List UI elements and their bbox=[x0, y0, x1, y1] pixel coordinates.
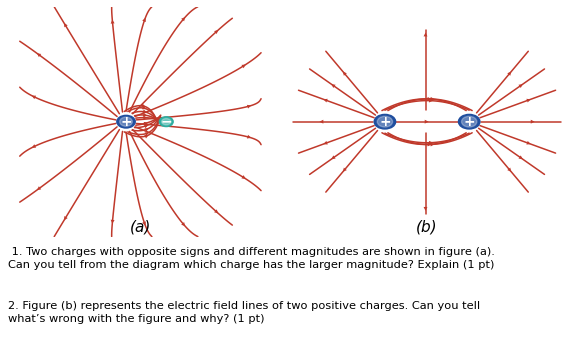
Ellipse shape bbox=[377, 116, 393, 127]
Text: +: + bbox=[379, 115, 391, 129]
Ellipse shape bbox=[459, 114, 480, 129]
Text: 1. Two charges with opposite signs and different magnitudes are shown in figure : 1. Two charges with opposite signs and d… bbox=[8, 247, 494, 270]
Ellipse shape bbox=[374, 114, 395, 129]
Ellipse shape bbox=[462, 116, 477, 127]
Text: −: − bbox=[160, 115, 172, 129]
Text: +: + bbox=[121, 115, 132, 129]
Ellipse shape bbox=[120, 117, 132, 126]
Text: (b): (b) bbox=[417, 219, 438, 234]
Ellipse shape bbox=[159, 117, 173, 126]
Text: 2. Figure (b) represents the electric field lines of two positive charges. Can y: 2. Figure (b) represents the electric fi… bbox=[8, 301, 480, 324]
Text: (a): (a) bbox=[130, 219, 151, 234]
Ellipse shape bbox=[117, 115, 135, 128]
Text: +: + bbox=[463, 115, 475, 129]
Ellipse shape bbox=[161, 119, 171, 125]
